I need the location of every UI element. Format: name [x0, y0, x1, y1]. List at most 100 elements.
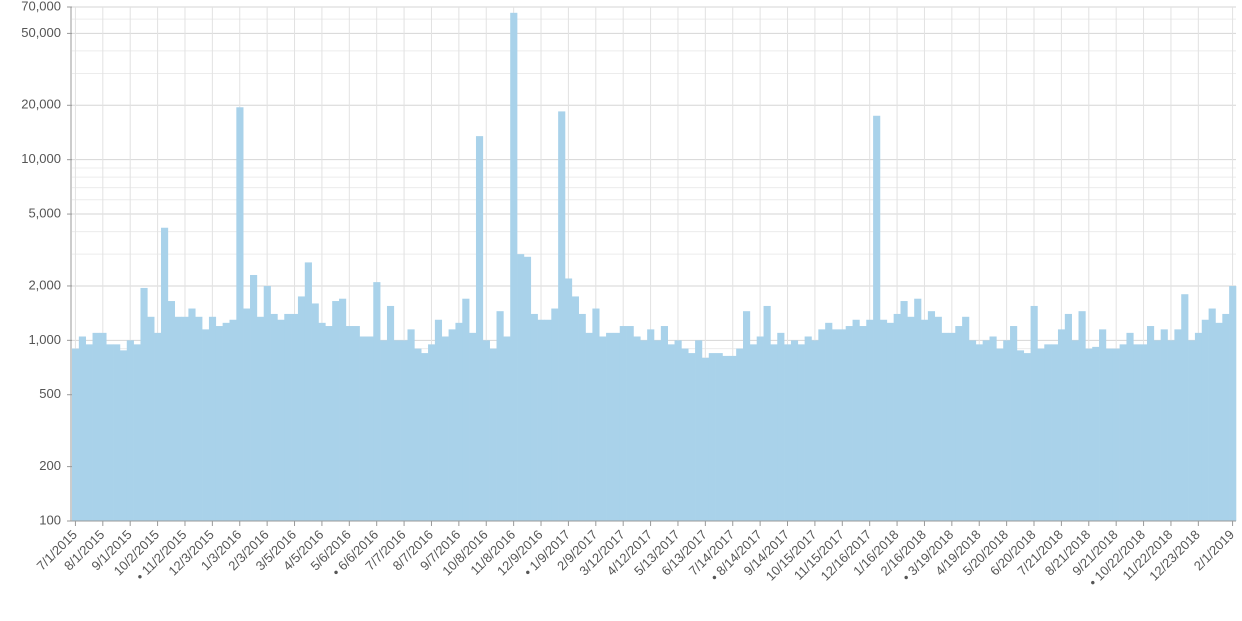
- bar: [585, 332, 593, 521]
- bar: [797, 344, 805, 521]
- bar: [174, 316, 182, 521]
- bar: [1146, 326, 1155, 521]
- bar: [701, 357, 710, 521]
- bar: [962, 316, 970, 521]
- bar: [811, 340, 819, 521]
- bar: [1078, 311, 1086, 521]
- bar: [263, 285, 271, 521]
- bar: [777, 332, 785, 521]
- bar: [161, 227, 169, 522]
- y-tick-label: 2,000: [28, 277, 61, 292]
- bar: [612, 332, 621, 521]
- bar: [1112, 348, 1120, 521]
- bar: [448, 329, 456, 521]
- bar: [188, 308, 196, 521]
- bar: [770, 344, 778, 521]
- bar: [517, 254, 525, 522]
- bar: [640, 340, 648, 521]
- bar: [1188, 340, 1196, 521]
- bar: [1194, 332, 1203, 521]
- bar: [845, 326, 853, 521]
- bar: [934, 316, 942, 521]
- bar: [654, 340, 662, 521]
- bar: [832, 329, 840, 521]
- bar: [1222, 313, 1230, 521]
- y-tick-label: 50,000: [21, 25, 61, 40]
- bar: [325, 326, 333, 521]
- bar: [455, 322, 463, 521]
- bar: [236, 107, 244, 521]
- bar: [1181, 294, 1189, 521]
- bar: [1140, 344, 1148, 521]
- bar: [544, 319, 552, 521]
- bar: [250, 274, 258, 521]
- bar: [99, 332, 107, 521]
- bar: [838, 329, 847, 521]
- bar: [667, 344, 675, 521]
- bar: [1057, 329, 1066, 521]
- bar: [722, 355, 730, 521]
- bar: [154, 332, 162, 521]
- bar: [859, 326, 867, 521]
- y-tick-label: 70,000: [21, 0, 61, 13]
- bar: [386, 305, 395, 521]
- bar: [866, 319, 874, 521]
- bar: [380, 340, 388, 521]
- bar: [989, 336, 997, 521]
- y-tick-label: 5,000: [28, 205, 61, 220]
- bar: [571, 296, 579, 521]
- bar: [1126, 332, 1134, 521]
- y-tick-label: 20,000: [21, 97, 61, 112]
- bar: [1030, 305, 1038, 521]
- bar: [1051, 344, 1059, 521]
- bar: [1119, 344, 1127, 521]
- bar: [167, 301, 176, 521]
- bar: [72, 348, 80, 521]
- bar: [133, 344, 141, 521]
- bar: [345, 326, 354, 521]
- bar: [551, 308, 559, 521]
- bar: [291, 313, 299, 521]
- bar: [914, 298, 922, 521]
- bar: [907, 316, 915, 521]
- bar: [1092, 346, 1100, 521]
- bar: [941, 332, 949, 521]
- bar: [1229, 285, 1237, 521]
- bar: [1010, 326, 1018, 521]
- bar: [982, 340, 990, 521]
- bar: [400, 340, 408, 521]
- bar: [708, 353, 716, 521]
- bar: [626, 326, 634, 521]
- bar: [1167, 340, 1175, 521]
- bar: [277, 319, 285, 521]
- bar: [407, 329, 415, 521]
- bar: [202, 329, 210, 521]
- bar: [352, 326, 360, 521]
- bar: [496, 311, 504, 521]
- bar: [503, 336, 511, 521]
- bar: [510, 12, 518, 521]
- bar: [660, 326, 668, 521]
- y-tick-label: 100: [39, 512, 61, 527]
- bar: [126, 340, 134, 521]
- bar: [756, 336, 764, 521]
- bar: [85, 344, 93, 521]
- bar: [1174, 329, 1182, 521]
- bar: [215, 326, 223, 521]
- bar: [1215, 322, 1223, 521]
- bar: [955, 326, 963, 521]
- bar: [790, 340, 799, 521]
- bar: [688, 353, 696, 521]
- bar: [489, 348, 497, 521]
- bar: [564, 278, 573, 521]
- bar: [784, 344, 792, 521]
- bar: [469, 332, 477, 521]
- bar: [873, 115, 881, 521]
- bar: [681, 348, 689, 521]
- bar: [318, 322, 326, 521]
- bar: [537, 319, 545, 521]
- bar: [743, 311, 751, 521]
- bar: [140, 287, 148, 521]
- bar: [462, 298, 470, 521]
